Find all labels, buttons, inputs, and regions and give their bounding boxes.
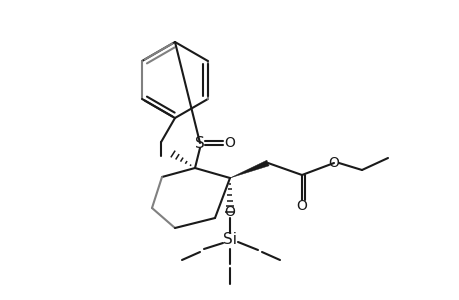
Text: O: O xyxy=(224,205,235,219)
Text: O: O xyxy=(296,199,307,213)
Polygon shape xyxy=(230,160,269,178)
Text: O: O xyxy=(328,156,339,170)
Text: Si: Si xyxy=(223,232,236,247)
Text: S: S xyxy=(195,136,204,151)
Text: O: O xyxy=(224,136,235,150)
